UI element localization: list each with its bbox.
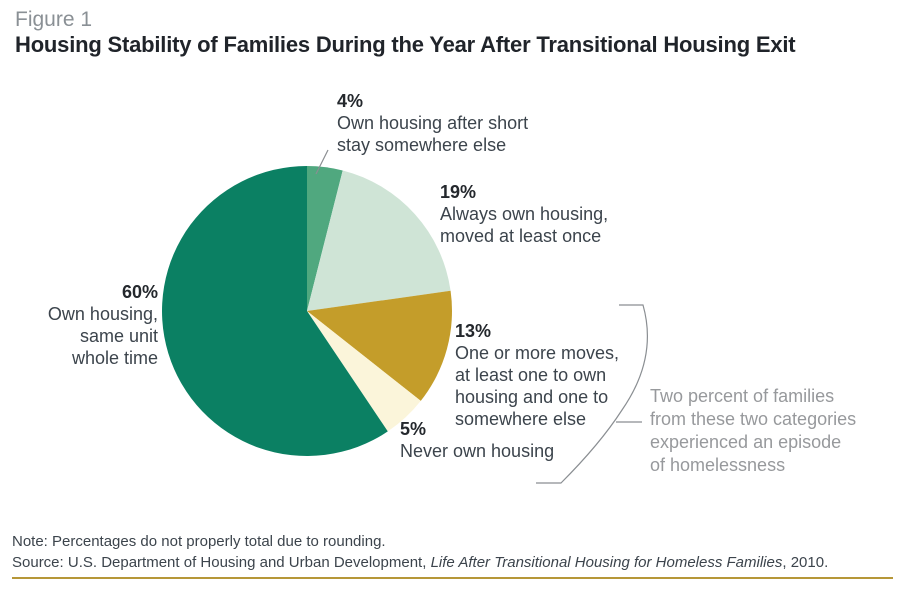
label-60pct: 60% Own housing, same unit whole time xyxy=(0,281,158,369)
leader-line-4pct xyxy=(315,149,329,175)
label-line: same unit xyxy=(79,326,158,346)
annotation-line: from these two categories xyxy=(650,409,857,429)
label-line: stay somewhere else xyxy=(337,135,507,155)
label-13pct: 13% One or more moves, at least one to o… xyxy=(455,320,619,430)
label-4pct: 4% Own housing after short stay somewher… xyxy=(337,90,528,156)
label-line: at least one to own xyxy=(455,365,607,385)
bracket-curve xyxy=(536,304,648,484)
source-suffix: , 2010. xyxy=(782,554,829,571)
label-line: Never own housing xyxy=(400,441,555,461)
source-prefix: Source: U.S. Department of Housing and U… xyxy=(12,554,431,571)
pct-value-13: 13% xyxy=(455,321,492,341)
pie-slice-4% xyxy=(307,166,343,311)
label-line: One or more moves, xyxy=(455,343,620,363)
label-line: Always own housing, xyxy=(440,204,609,224)
label-19pct: 19% Always own housing, moved at least o… xyxy=(440,181,608,247)
pct-value-19: 19% xyxy=(440,182,477,202)
label-line: Own housing, xyxy=(47,304,158,324)
label-line: housing and one to xyxy=(455,387,609,407)
annotation-line: of homelessness xyxy=(650,455,786,475)
pct-value-4: 4% xyxy=(337,91,364,111)
label-line: somewhere else xyxy=(455,409,587,429)
page-title: Housing Stability of Families During the… xyxy=(15,32,796,57)
source-title-italic: Life After Transitional Housing for Home… xyxy=(430,554,783,571)
homelessness-annotation: Two percent of families from these two c… xyxy=(650,385,856,477)
pie-slices xyxy=(162,166,452,456)
label-line: Own housing after short xyxy=(337,113,529,133)
note-text: Note: Percentages do not properly total … xyxy=(12,533,386,550)
divider-rule xyxy=(12,577,893,579)
pie-slice-60% xyxy=(162,166,388,456)
pie-slice-13% xyxy=(307,290,452,401)
pct-value-60: 60% xyxy=(121,282,158,302)
pie-slice-19% xyxy=(307,170,451,311)
figure-label: Figure 1 xyxy=(15,8,93,31)
annotation-line: Two percent of families xyxy=(650,386,835,406)
annotation-line: experienced an episode xyxy=(650,432,842,452)
label-line: whole time xyxy=(71,348,158,368)
pct-value-5: 5% xyxy=(400,419,427,439)
label-line: moved at least once xyxy=(440,226,602,246)
label-5pct: 5% Never own housing xyxy=(400,418,554,462)
source-text: Source: U.S. Department of Housing and U… xyxy=(12,553,828,572)
pie-slice-5% xyxy=(307,311,421,432)
